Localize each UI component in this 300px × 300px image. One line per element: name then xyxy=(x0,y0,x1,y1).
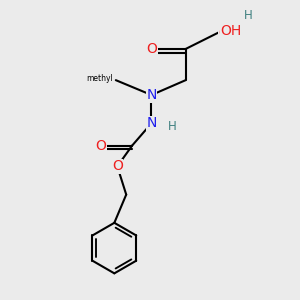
Text: O: O xyxy=(218,26,229,40)
Text: N: N xyxy=(146,88,157,102)
Text: H: H xyxy=(244,9,252,22)
Text: O: O xyxy=(95,139,106,152)
Text: OH: OH xyxy=(220,24,241,38)
Text: O: O xyxy=(146,42,157,56)
Text: H: H xyxy=(168,120,177,133)
Text: N: N xyxy=(146,116,157,130)
Text: methyl: methyl xyxy=(86,74,113,83)
Text: O: O xyxy=(112,159,123,173)
